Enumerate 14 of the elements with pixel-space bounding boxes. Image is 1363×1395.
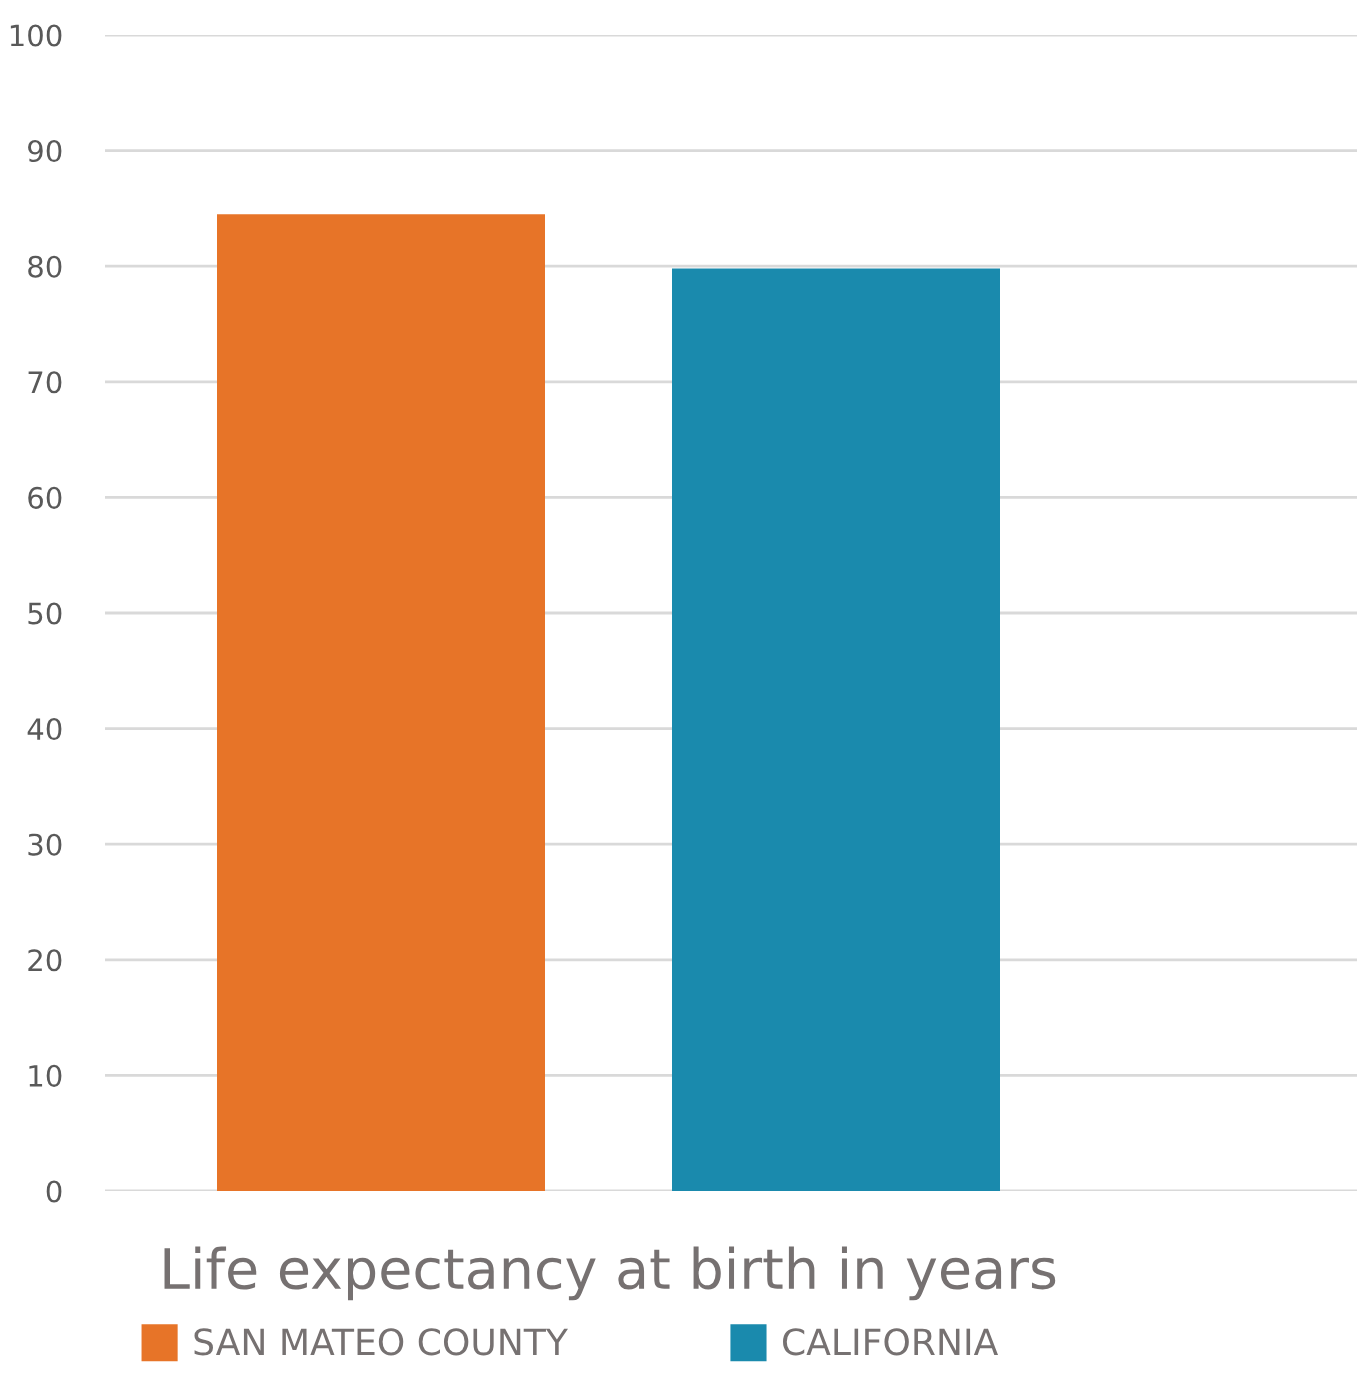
y-tick-label: 100 <box>10 24 62 47</box>
y-tick-label: 60 <box>28 486 62 509</box>
y-tick-label: 80 <box>28 255 62 278</box>
y-tick-label: 20 <box>28 949 62 972</box>
y-tick-label: 30 <box>28 833 62 856</box>
y-tick-label: 90 <box>28 140 62 163</box>
legend-label: CALIFORNIA <box>783 1328 999 1356</box>
y-tick-label: 50 <box>28 602 62 625</box>
legend-label: SAN MATEO COUNTY <box>194 1328 568 1356</box>
y-tick-label: 0 <box>46 1180 62 1203</box>
y-tick-label: 10 <box>29 1064 62 1087</box>
y-tick-label: 70 <box>28 371 62 394</box>
x-tick-label: Life expectancy at birth in years <box>164 1246 1056 1301</box>
y-tick-label: 40 <box>27 718 62 741</box>
